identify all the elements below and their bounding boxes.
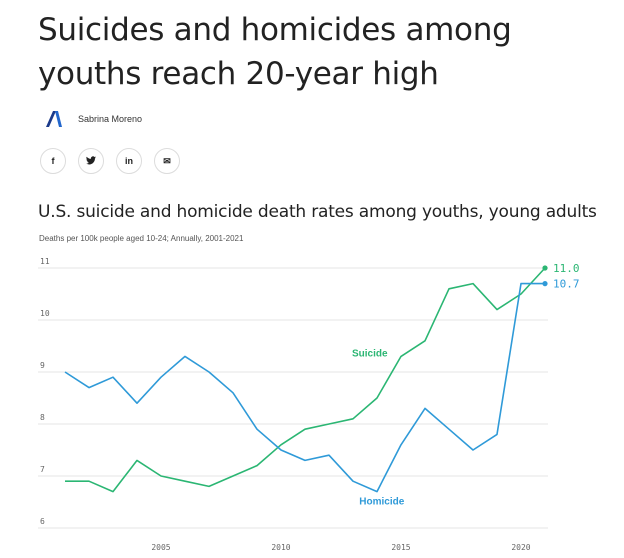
byline: Sabrina Moreno (44, 108, 142, 130)
twitter-icon (86, 155, 96, 167)
y-tick-label: 9 (40, 361, 45, 370)
y-tick-label: 7 (40, 465, 45, 474)
chart-subtitle: Deaths per 100k people aged 10-24; Annua… (39, 234, 244, 243)
homicide-line (64, 282, 545, 493)
facebook-share-button[interactable]: f (40, 148, 66, 174)
headline: Suicides and homicides among youths reac… (38, 12, 512, 92)
twitter-share-button[interactable] (78, 148, 104, 174)
x-tick-label: 2020 (511, 543, 530, 552)
y-tick-label: 6 (40, 517, 45, 526)
x-tick-label: 2015 (391, 543, 410, 552)
author-name[interactable]: Sabrina Moreno (78, 114, 143, 124)
line-chart: 6 7 8 9 10 11 2005 2010 2015 2020 11.0 10.7 Suicide H… (38, 257, 580, 552)
linkedin-icon: in (125, 156, 133, 166)
suicide-end-label: 11.0 (553, 262, 580, 275)
email-icon: ✉ (163, 155, 171, 166)
homicide-end-label: 10.7 (553, 278, 580, 291)
x-tick-label: 2010 (271, 543, 290, 552)
share-bar: f in ✉ (40, 148, 180, 174)
linkedin-share-button[interactable]: in (116, 148, 142, 174)
facebook-icon: f (51, 156, 55, 166)
email-share-button[interactable]: ✉ (154, 148, 180, 174)
logo-icon (44, 109, 64, 129)
suicide-end-point (542, 265, 548, 271)
homicide-end-point (542, 281, 548, 287)
x-tick-label: 2005 (151, 543, 170, 552)
chart-title: U.S. suicide and homicide death rates am… (38, 202, 597, 222)
y-tick-label: 11 (40, 257, 50, 266)
suicide-line (65, 267, 546, 493)
y-tick-label: 8 (40, 413, 45, 422)
homicide-series-label: Homicide (359, 497, 404, 508)
y-tick-label: 10 (40, 309, 50, 318)
suicide-series-label: Suicide (352, 348, 388, 359)
